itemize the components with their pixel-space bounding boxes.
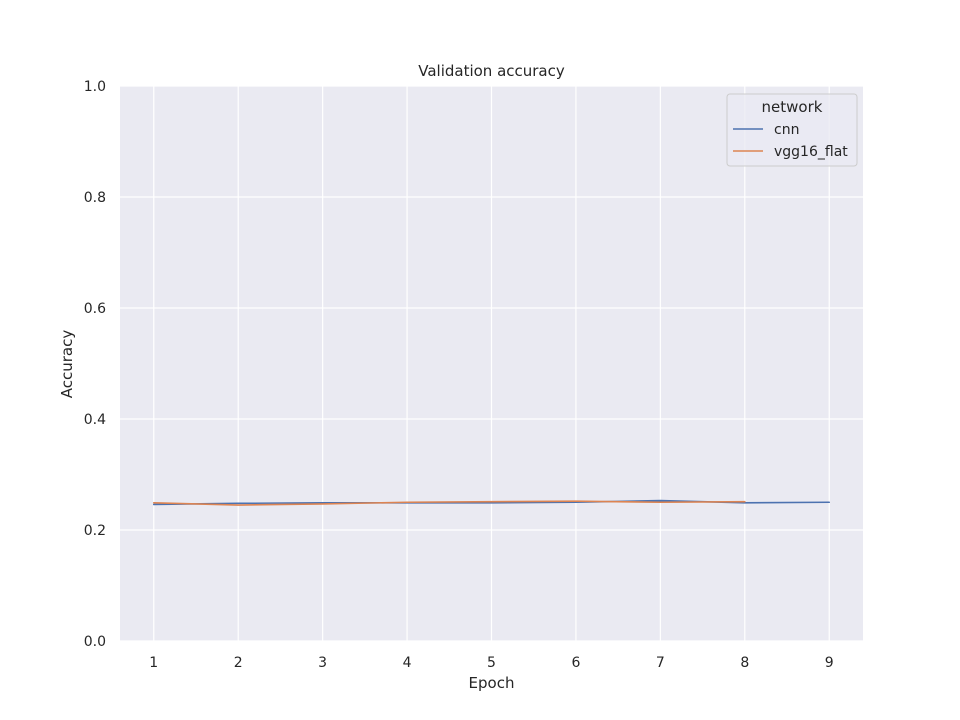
- series-lines: [152, 499, 831, 506]
- legend-title: network: [762, 98, 823, 116]
- y-axis-label: Accuracy: [58, 330, 76, 399]
- legend: network cnn vgg16_flat: [726, 93, 858, 167]
- grid: [120, 85, 863, 642]
- y-tick-label: 0.8: [84, 190, 106, 206]
- y-ticks: 0.0 0.2 0.4 0.6 0.8 1.0: [84, 79, 106, 650]
- x-tick-label: 6: [571, 655, 580, 671]
- x-axis-label: Epoch: [469, 674, 515, 692]
- legend-box: [726, 93, 858, 167]
- y-tick-label: 1.0: [84, 79, 106, 95]
- y-tick-label: 0.4: [84, 412, 106, 428]
- x-tick-label: 5: [487, 655, 496, 671]
- y-tick-label: 0.0: [84, 634, 106, 650]
- x-ticks: 1 2 3 4 5 6 7 8 9: [149, 655, 833, 671]
- legend-label-vgg16-flat: vgg16_flat: [774, 144, 848, 160]
- x-tick-label: 1: [149, 655, 158, 671]
- y-tick-label: 0.2: [84, 523, 106, 539]
- x-tick-label: 3: [318, 655, 327, 671]
- x-tick-label: 2: [234, 655, 243, 671]
- x-tick-label: 4: [403, 655, 412, 671]
- x-tick-label: 8: [740, 655, 749, 671]
- x-tick-label: 9: [825, 655, 834, 671]
- y-tick-label: 0.6: [84, 301, 106, 317]
- x-tick-label: 7: [656, 655, 665, 671]
- chart-title: Validation accuracy: [418, 62, 565, 80]
- legend-label-cnn: cnn: [774, 122, 799, 138]
- series-line-vgg16-flat: [152, 500, 746, 506]
